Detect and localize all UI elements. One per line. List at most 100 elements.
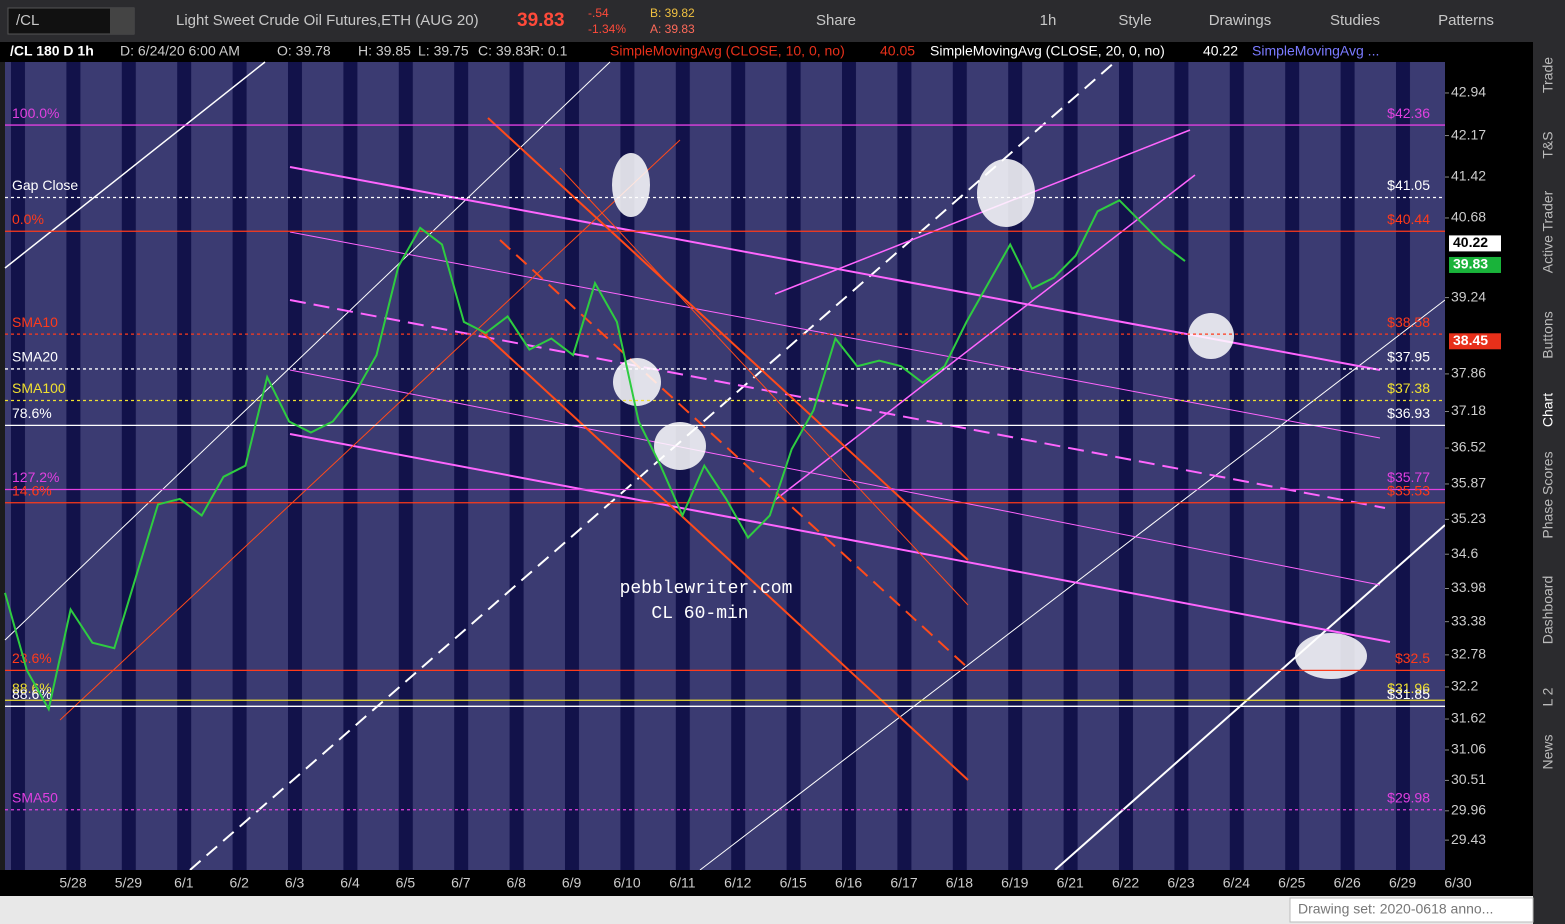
level-price: $36.93 (1387, 405, 1430, 421)
y-tick-label: 40.68 (1451, 209, 1486, 225)
side-tab[interactable]: L 2 (1540, 687, 1556, 706)
x-tick-label: 6/9 (562, 875, 582, 891)
level-label: SMA100 (12, 380, 66, 396)
toolbar-button[interactable]: Share (816, 12, 856, 29)
price-badge-label: 40.22 (1453, 234, 1488, 250)
bid: B: 39.82 (650, 6, 695, 20)
level-label: 88.6% (12, 686, 52, 702)
y-tick-label: 37.86 (1451, 365, 1486, 381)
price-badge (1449, 235, 1501, 252)
side-tab[interactable]: Buttons (1540, 311, 1556, 358)
level-price: $38.58 (1387, 314, 1430, 330)
side-tab[interactable]: Active Trader (1540, 190, 1556, 273)
y-tick-label: 37.18 (1451, 402, 1486, 418)
toolbar-button[interactable]: 1h (1040, 12, 1057, 29)
price-line (4, 199, 1186, 712)
y-tick-label: 35.23 (1451, 510, 1486, 526)
y-tick-label: 32.2 (1451, 678, 1478, 694)
side-tab[interactable]: Chart (1540, 393, 1556, 427)
sma-more: SimpleMovingAvg ... (1252, 43, 1379, 59)
toolbar-button[interactable]: Style (1118, 12, 1151, 29)
watermark: pebblewriter.com (620, 579, 793, 599)
y-tick-label: 42.17 (1451, 126, 1486, 142)
info-bar (0, 42, 1565, 62)
level-price: $35.77 (1387, 469, 1430, 485)
level-label: SMA10 (12, 314, 58, 330)
level-price: $37.38 (1387, 380, 1430, 396)
watermark: CL 60-min (651, 604, 748, 624)
x-tick-label: 6/5 (396, 875, 416, 891)
level-label: 23.6% (12, 650, 52, 666)
side-tab[interactable]: News (1540, 734, 1556, 769)
level-label: SMA50 (12, 789, 58, 805)
y-tick-label: 29.43 (1451, 831, 1486, 847)
sma10-value: 40.05 (880, 43, 915, 59)
level-label: SMA20 (12, 349, 58, 365)
sma20-label: SimpleMovingAvg (CLOSE, 20, 0, no) (930, 43, 1165, 59)
ask: A: 39.83 (650, 22, 695, 36)
y-tick-label: 42.94 (1451, 84, 1486, 100)
x-tick-label: 6/29 (1389, 875, 1416, 891)
side-tab[interactable]: T&S (1540, 131, 1556, 158)
level-price: $31.85 (1387, 686, 1430, 702)
info-item: H: 39.85 (358, 43, 411, 59)
toolbar-button[interactable]: Drawings (1209, 12, 1272, 29)
price-badge-label: 38.45 (1453, 332, 1488, 348)
symbol-dropdown[interactable] (110, 8, 134, 34)
highlight-ellipses (612, 153, 1367, 679)
drawing-set-box[interactable] (1289, 897, 1534, 923)
info-item: D: 6/24/20 6:00 AM (120, 43, 240, 59)
level-label: 14.6% (12, 482, 52, 498)
x-tick-label: 6/12 (724, 875, 751, 891)
x-tick-label: 6/1 (174, 875, 194, 891)
x-tick-label: 6/30 (1444, 875, 1471, 891)
x-tick-label: 6/19 (1001, 875, 1028, 891)
sma10-label: SimpleMovingAvg (CLOSE, 10, 0, no) (610, 43, 845, 59)
side-tab[interactable]: Trade (1540, 57, 1556, 93)
info-item: /CL 180 D 1h (10, 43, 94, 59)
price-badge (1449, 256, 1501, 273)
drawing-set: Drawing set: 2020-0618 anno... (1298, 901, 1493, 917)
side-tab[interactable]: Phase Scores (1540, 451, 1556, 538)
y-tick-label: 31.62 (1451, 710, 1486, 726)
level-label: 100.0% (12, 105, 59, 121)
x-tick-label: 6/8 (506, 875, 526, 891)
y-tick-label: 39.24 (1451, 288, 1486, 304)
y-tick-label: 33.98 (1451, 579, 1486, 595)
level-label: Gap Close (12, 177, 78, 193)
chart-background (5, 62, 1445, 870)
level-price: $35.53 (1387, 482, 1430, 498)
level-price: $31.96 (1387, 680, 1430, 696)
description: Light Sweet Crude Oil Futures,ETH (AUG 2… (176, 12, 479, 29)
level-label: 0.0% (12, 211, 44, 227)
y-tick-label: 32.78 (1451, 646, 1486, 662)
level-price: $37.95 (1387, 349, 1430, 365)
info-item: R: 0.1 (530, 43, 568, 59)
x-tick-label: 6/23 (1167, 875, 1194, 891)
x-tick-label: 6/3 (285, 875, 305, 891)
info-item: L: 39.75 (418, 43, 469, 59)
side-tab[interactable]: Dashboard (1540, 576, 1556, 645)
last-price: 39.83 (517, 10, 565, 31)
x-tick-label: 6/17 (890, 875, 917, 891)
level-price: $29.98 (1387, 789, 1430, 805)
x-tick-label: 5/29 (115, 875, 142, 891)
x-tick-label: 6/21 (1057, 875, 1084, 891)
x-tick-label: 6/24 (1223, 875, 1250, 891)
level-label: 88.6% (12, 680, 52, 696)
y-tick-label: 41.42 (1451, 168, 1486, 184)
scroll-bar[interactable] (0, 896, 1533, 924)
info-item: O: 39.78 (277, 43, 331, 59)
price-axis (1445, 62, 1533, 870)
toolbar-button[interactable]: Studies (1330, 12, 1380, 29)
side-panel (1533, 0, 1565, 924)
x-tick-label: 6/25 (1278, 875, 1305, 891)
y-tick-label: 29.96 (1451, 802, 1486, 818)
change-pct: -1.34% (588, 22, 626, 36)
x-tick-label: 6/26 (1334, 875, 1361, 891)
toolbar-button[interactable]: Patterns (1438, 12, 1494, 29)
level-label: 127.2% (12, 469, 59, 485)
x-tick-label: 6/16 (835, 875, 862, 891)
info-item: C: 39.83 (478, 43, 531, 59)
level-price: $40.44 (1387, 211, 1430, 227)
